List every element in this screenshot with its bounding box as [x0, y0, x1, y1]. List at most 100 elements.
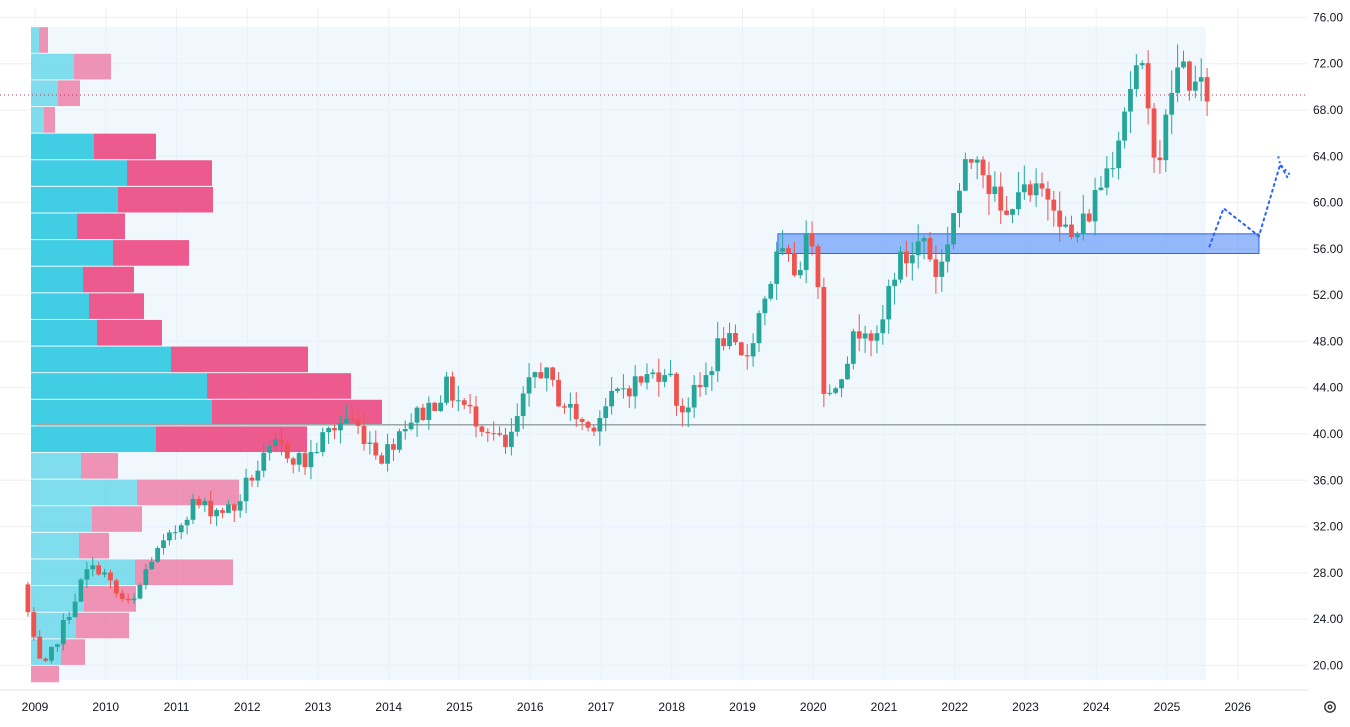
candle [1063, 216, 1068, 229]
volume-profile-bar-up [31, 240, 113, 266]
candle [314, 442, 320, 454]
time-tick-label: 2010 [92, 700, 119, 714]
price-tick-label: 76.00 [1313, 10, 1343, 24]
candle-body [951, 213, 956, 245]
price-axis-background [1308, 0, 1350, 690]
price-tick-label: 24.00 [1313, 612, 1343, 626]
volume-profile-bar-down [92, 506, 142, 532]
candle [178, 523, 184, 540]
candle-body [25, 584, 31, 613]
volume-profile-bar-up [31, 479, 137, 506]
candle-body [939, 261, 945, 277]
candle-body [190, 499, 196, 520]
candle-body [927, 238, 933, 260]
candle [1151, 103, 1157, 173]
candle-body [290, 458, 296, 465]
candle-body [1045, 188, 1051, 200]
candle-body [880, 319, 886, 334]
candle-body [626, 388, 632, 397]
candle [273, 432, 278, 451]
candle-body [225, 504, 231, 513]
candle [898, 246, 903, 283]
candle [962, 152, 968, 192]
candle [821, 277, 827, 408]
price-axis[interactable]: 76.00 72.00 68.00 64.00 60.00 56.00 52.00 48.00… [1308, 0, 1350, 690]
price-tick-label: 44.00 [1313, 381, 1343, 395]
chart-settings-button[interactable] [1319, 696, 1341, 718]
volume-profile-bar-down [39, 27, 48, 53]
time-tick-label: 2015 [446, 700, 473, 714]
candle [656, 358, 662, 397]
candle [508, 418, 514, 456]
projection-path[interactable] [1208, 156, 1292, 248]
volume-profile-bar-up [31, 346, 171, 373]
candle [161, 533, 166, 555]
candle-body [450, 376, 455, 401]
gear-icon [1324, 701, 1336, 713]
candle-body [1033, 183, 1039, 196]
candle-body [520, 393, 526, 417]
support-resistance-zone[interactable] [777, 233, 1260, 254]
projection-polyline[interactable] [1208, 161, 1289, 248]
candle-body [579, 419, 585, 422]
volume-profile-bar-up [31, 107, 44, 133]
zone-rectangle[interactable] [777, 233, 1260, 254]
volume-profile-bar-down [31, 665, 59, 683]
candle [308, 439, 314, 480]
candle [361, 413, 367, 451]
candle-body [809, 233, 815, 247]
volume-profile-bar-down [94, 133, 156, 160]
candle [762, 295, 768, 326]
candle-body [603, 406, 609, 418]
candle [172, 525, 178, 540]
volume-profile-bar-up [31, 27, 39, 53]
candle-body [591, 427, 597, 432]
candle [585, 420, 591, 432]
candle [1204, 67, 1210, 116]
time-tick-label: 2011 [164, 700, 190, 714]
candle-body [438, 402, 444, 412]
candle-body [1104, 168, 1110, 188]
candle [391, 438, 396, 461]
candle [715, 321, 721, 382]
time-axis[interactable]: 2009 2010 2011 2012 2013 2014 2015 2016 2017 2018… [0, 689, 1308, 714]
candle-body [868, 333, 874, 341]
candle-body [37, 636, 43, 659]
candle [827, 384, 833, 396]
candle [167, 529, 172, 546]
price-tick-label: 36.00 [1313, 473, 1343, 487]
candle [626, 385, 632, 408]
candle [78, 578, 84, 602]
price-tick-label: 72.00 [1313, 57, 1343, 71]
candle [343, 404, 349, 425]
candle-body [750, 343, 756, 357]
candle-body [526, 377, 532, 394]
candle-body [904, 251, 909, 264]
candle-body [72, 601, 78, 618]
candle-body [1021, 184, 1027, 193]
candle [220, 507, 225, 519]
candle-body [149, 561, 155, 570]
candle [874, 325, 880, 354]
candle [939, 249, 945, 292]
candle [980, 156, 986, 189]
candle-body [727, 333, 732, 347]
candle-body [461, 400, 467, 405]
candle [137, 582, 143, 600]
time-tick-label: 2026 [1224, 700, 1251, 714]
candle [231, 503, 237, 523]
candle [66, 611, 72, 625]
candle-body [1010, 209, 1015, 215]
price-tick-label: 32.00 [1313, 520, 1343, 534]
candle-body [573, 403, 579, 420]
candle [650, 368, 656, 379]
candle-body [108, 572, 113, 581]
candle-body [1151, 108, 1157, 158]
candle [845, 356, 850, 380]
candle [125, 593, 131, 604]
candle-body [113, 580, 119, 594]
candle [697, 372, 703, 397]
candle-body [556, 379, 561, 407]
